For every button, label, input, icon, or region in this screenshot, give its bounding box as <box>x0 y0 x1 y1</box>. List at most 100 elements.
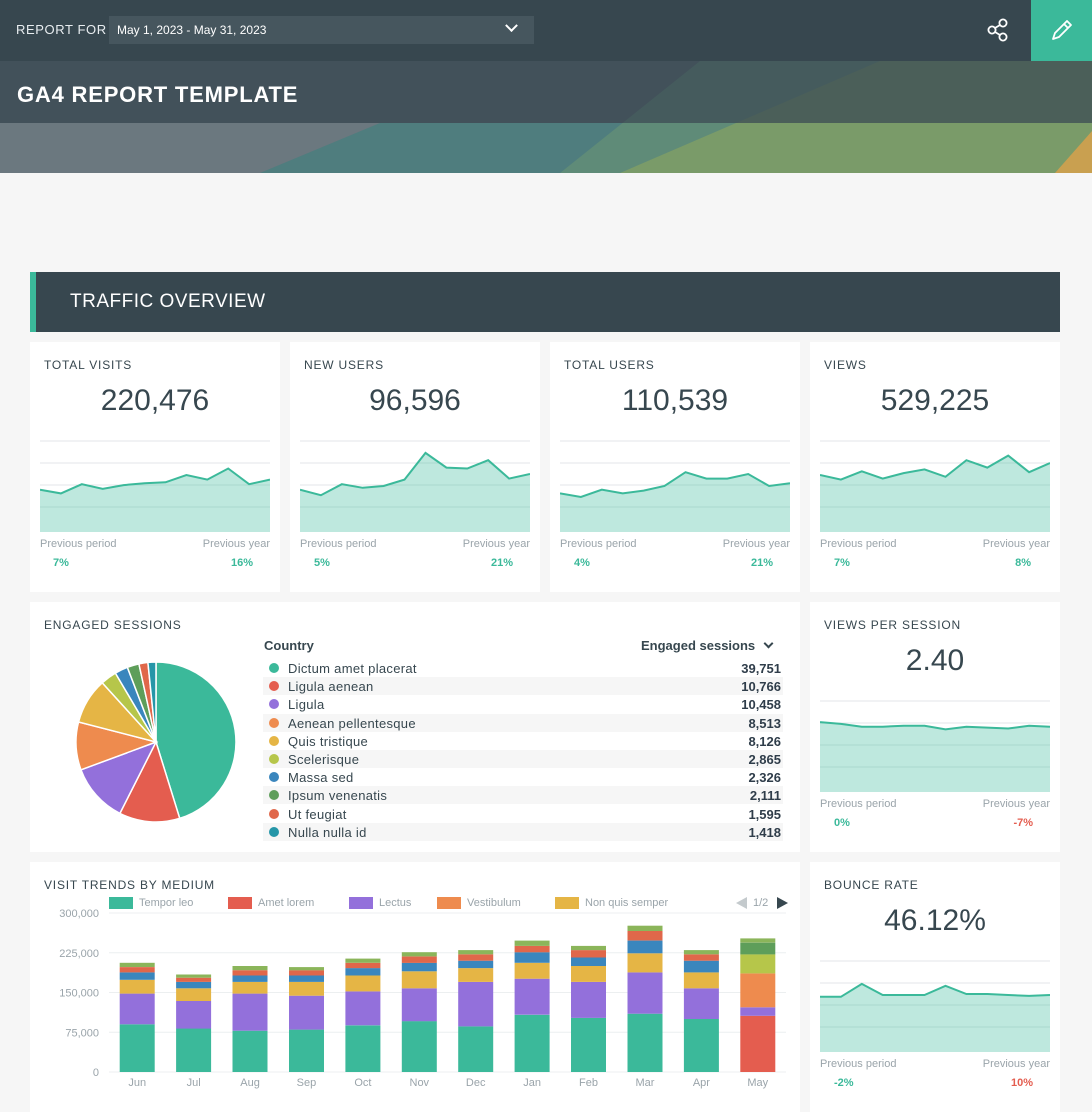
bar-segment[interactable] <box>514 962 550 979</box>
bar-segment[interactable] <box>458 968 494 982</box>
pie-slice[interactable] <box>80 740 158 815</box>
bar-segment[interactable] <box>683 972 719 989</box>
table-row: Massa sed 2,326 <box>263 768 783 786</box>
sparkline-line <box>300 451 530 497</box>
bar-segment[interactable] <box>232 970 268 976</box>
bar-segment[interactable] <box>345 991 381 1026</box>
bar-segment[interactable] <box>401 988 437 1022</box>
bar-segment[interactable] <box>740 942 776 955</box>
bar-segment[interactable] <box>683 988 719 1019</box>
bar-segment[interactable] <box>514 940 550 946</box>
bar-segment[interactable] <box>740 973 776 1008</box>
series-color-dot <box>269 717 279 728</box>
edit-button[interactable] <box>1031 0 1092 61</box>
bar-segment[interactable] <box>119 1024 155 1072</box>
bar-segment[interactable] <box>683 1019 719 1072</box>
series-color-dot <box>269 790 279 801</box>
sparkline-line <box>820 982 1050 998</box>
bar-segment[interactable] <box>232 1030 268 1072</box>
bar-segment[interactable] <box>458 954 494 961</box>
pie-slice[interactable] <box>147 661 157 743</box>
bar-segment[interactable] <box>345 968 381 976</box>
bar-segment[interactable] <box>627 925 663 931</box>
previous-year-change: 16% <box>230 557 253 569</box>
kpi-title: TOTAL VISITS <box>44 358 133 372</box>
bar-segment[interactable] <box>289 970 324 976</box>
bar-segment[interactable] <box>119 967 155 973</box>
bar-segment[interactable] <box>232 966 268 971</box>
bar-segment[interactable] <box>119 979 155 994</box>
bar-segment[interactable] <box>289 995 324 1030</box>
bar-segment[interactable] <box>176 974 212 978</box>
bar-segment[interactable] <box>627 1013 663 1072</box>
bar-segment[interactable] <box>571 950 606 958</box>
bar-segment[interactable] <box>401 956 437 963</box>
bar-segment[interactable] <box>289 981 324 996</box>
bar-segment[interactable] <box>176 977 212 982</box>
column-header-engaged-sessions[interactable]: Engaged sessions <box>641 638 774 653</box>
pie-slice[interactable] <box>118 740 181 823</box>
kpi-card-views-per-session: VIEWS PER SESSION 2.40 Previous period P… <box>810 602 1060 852</box>
bar-segment[interactable] <box>458 950 494 955</box>
bar-segment[interactable] <box>627 931 663 941</box>
date-range-select[interactable]: May 1, 2023 - May 31, 2023 <box>109 16 534 44</box>
next-page-button[interactable] <box>777 897 788 909</box>
bar-segment[interactable] <box>571 945 606 951</box>
country-name: Ipsum venenatis <box>288 788 388 804</box>
bar-segment[interactable] <box>740 1007 776 1016</box>
bar-segment[interactable] <box>119 972 155 980</box>
bar-segment[interactable] <box>683 954 719 961</box>
sparkline-area <box>560 472 790 532</box>
bar-segment[interactable] <box>289 975 324 982</box>
kpi-value: 96,596 <box>369 384 461 417</box>
bar-segment[interactable] <box>401 962 437 972</box>
bar-segment[interactable] <box>514 945 550 953</box>
bar-segment[interactable] <box>176 981 212 989</box>
bar-segment[interactable] <box>571 1017 606 1072</box>
bar-segment[interactable] <box>683 960 719 973</box>
bar-segment[interactable] <box>458 960 494 969</box>
bar-segment[interactable] <box>571 981 606 1018</box>
bar-segment[interactable] <box>232 975 268 982</box>
top-bar: REPORT FOR May 1, 2023 - May 31, 2023 <box>0 0 1092 61</box>
bar-segment[interactable] <box>514 978 550 1015</box>
y-tick-label: 225,000 <box>59 948 99 960</box>
bar-segment[interactable] <box>345 962 381 969</box>
bar-segment[interactable] <box>571 966 606 982</box>
bar-segment[interactable] <box>683 950 719 955</box>
bar-segment[interactable] <box>514 952 550 963</box>
kpi-card-new-users: NEW USERS 96,596 Previous period Previou… <box>290 342 540 592</box>
bar-segment[interactable] <box>119 993 155 1025</box>
bar-segment[interactable] <box>289 1029 324 1072</box>
legend-label: Non quis semper <box>585 897 669 909</box>
bar-segment[interactable] <box>176 1001 212 1029</box>
bar-segment[interactable] <box>232 981 268 994</box>
bar-segment[interactable] <box>401 952 437 957</box>
bar-segment[interactable] <box>345 1025 381 1072</box>
bar-segment[interactable] <box>232 993 268 1031</box>
bar-segment[interactable] <box>627 972 663 1014</box>
country-name: Ligula <box>288 697 325 713</box>
bar-segment[interactable] <box>345 975 381 992</box>
bar-segment[interactable] <box>627 953 663 973</box>
bar-segment[interactable] <box>289 967 324 971</box>
bar-segment[interactable] <box>176 988 212 1001</box>
prev-page-button[interactable] <box>736 897 747 909</box>
bar-segment[interactable] <box>740 954 776 974</box>
bar-segment[interactable] <box>740 1015 776 1072</box>
x-tick-label: Jan <box>523 1077 541 1089</box>
bar-segment[interactable] <box>345 958 381 963</box>
x-tick-label: Mar <box>635 1077 654 1089</box>
pie-slice[interactable] <box>155 661 237 820</box>
bar-segment[interactable] <box>401 971 437 989</box>
bar-segment[interactable] <box>458 1026 494 1072</box>
bar-segment[interactable] <box>119 962 155 967</box>
bar-segment[interactable] <box>740 938 776 943</box>
bar-segment[interactable] <box>176 1028 212 1073</box>
share-button[interactable] <box>978 12 1018 48</box>
bar-segment[interactable] <box>627 940 663 954</box>
bar-segment[interactable] <box>571 957 606 967</box>
bar-segment[interactable] <box>458 981 494 1027</box>
bar-segment[interactable] <box>514 1014 550 1072</box>
bar-segment[interactable] <box>401 1021 437 1072</box>
